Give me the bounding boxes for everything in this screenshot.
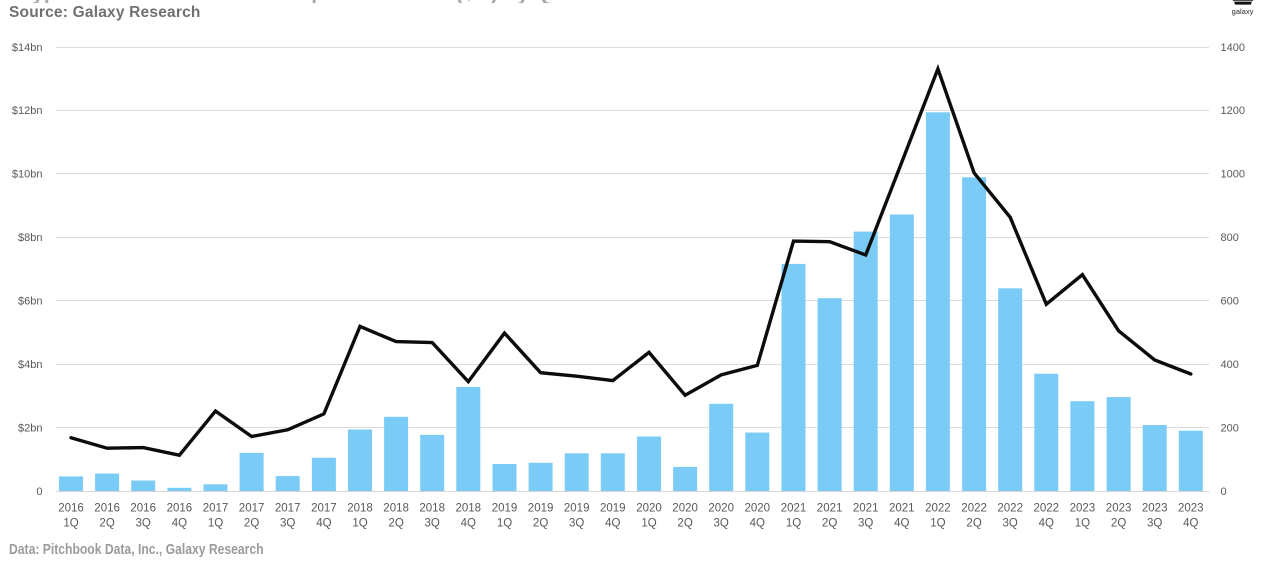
svg-text:2020: 2020 (672, 502, 698, 514)
svg-text:2020: 2020 (708, 502, 734, 514)
svg-text:2023: 2023 (1142, 502, 1168, 514)
svg-text:$10bn: $10bn (12, 169, 43, 181)
svg-text:4Q: 4Q (1039, 518, 1054, 530)
svg-text:3Q: 3Q (280, 518, 295, 530)
svg-text:2Q: 2Q (533, 518, 548, 530)
svg-text:$14bn: $14bn (12, 42, 43, 54)
svg-text:2017: 2017 (203, 502, 229, 514)
svg-text:2021: 2021 (817, 502, 843, 514)
svg-text:200: 200 (1221, 422, 1239, 434)
svg-text:4Q: 4Q (750, 518, 765, 530)
svg-text:2019: 2019 (600, 502, 626, 514)
svg-text:2Q: 2Q (244, 518, 259, 530)
svg-text:3Q: 3Q (1147, 518, 1162, 530)
svg-text:$6bn: $6bn (18, 296, 42, 308)
svg-text:$4bn: $4bn (18, 359, 42, 371)
svg-text:2021: 2021 (889, 502, 915, 514)
svg-text:2017: 2017 (311, 502, 337, 514)
svg-text:0: 0 (1221, 486, 1227, 498)
svg-text:1Q: 1Q (63, 518, 78, 530)
svg-text:1Q: 1Q (352, 518, 367, 530)
svg-text:2023: 2023 (1106, 502, 1132, 514)
svg-text:1Q: 1Q (208, 518, 223, 530)
svg-text:1200: 1200 (1221, 105, 1245, 117)
svg-text:2016: 2016 (58, 502, 84, 514)
svg-text:3Q: 3Q (569, 518, 584, 530)
svg-text:1Q: 1Q (497, 518, 512, 530)
svg-text:2Q: 2Q (822, 518, 837, 530)
svg-text:2018: 2018 (456, 502, 482, 514)
svg-text:2Q: 2Q (99, 518, 114, 530)
svg-text:2019: 2019 (564, 502, 590, 514)
svg-text:3Q: 3Q (858, 518, 873, 530)
svg-text:400: 400 (1221, 359, 1239, 371)
svg-text:3Q: 3Q (425, 518, 440, 530)
svg-text:$12bn: $12bn (12, 105, 43, 117)
svg-text:2017: 2017 (275, 502, 301, 514)
svg-text:4Q: 4Q (172, 518, 187, 530)
svg-text:600: 600 (1221, 296, 1239, 308)
svg-text:1Q: 1Q (930, 518, 945, 530)
svg-text:2021: 2021 (781, 502, 807, 514)
svg-text:2019: 2019 (528, 502, 554, 514)
svg-text:1Q: 1Q (786, 518, 801, 530)
svg-text:2018: 2018 (419, 502, 445, 514)
svg-text:2016: 2016 (94, 502, 120, 514)
svg-text:3Q: 3Q (1003, 518, 1018, 530)
svg-text:2016: 2016 (167, 502, 193, 514)
svg-text:2022: 2022 (1034, 502, 1060, 514)
svg-text:2020: 2020 (745, 502, 771, 514)
svg-text:2019: 2019 (492, 502, 518, 514)
svg-text:800: 800 (1221, 232, 1239, 244)
svg-text:3Q: 3Q (714, 518, 729, 530)
svg-text:2023: 2023 (1070, 502, 1096, 514)
svg-text:3Q: 3Q (136, 518, 151, 530)
svg-text:1Q: 1Q (641, 518, 656, 530)
svg-text:1000: 1000 (1221, 169, 1245, 181)
svg-text:2016: 2016 (130, 502, 156, 514)
svg-text:2023: 2023 (1178, 502, 1204, 514)
svg-text:4Q: 4Q (894, 518, 909, 530)
svg-text:1Q: 1Q (1075, 518, 1090, 530)
svg-text:2Q: 2Q (388, 518, 403, 530)
svg-text:1400: 1400 (1221, 42, 1245, 54)
svg-text:2Q: 2Q (1111, 518, 1126, 530)
svg-text:2021: 2021 (853, 502, 879, 514)
svg-text:0: 0 (36, 486, 42, 498)
svg-text:$8bn: $8bn (18, 232, 42, 244)
svg-text:2022: 2022 (997, 502, 1023, 514)
svg-text:2Q: 2Q (966, 518, 981, 530)
svg-text:4Q: 4Q (316, 518, 331, 530)
svg-text:2022: 2022 (961, 502, 987, 514)
svg-text:4Q: 4Q (1183, 518, 1198, 530)
svg-text:2022: 2022 (925, 502, 951, 514)
svg-text:2018: 2018 (383, 502, 409, 514)
svg-text:2Q: 2Q (677, 518, 692, 530)
svg-text:$2bn: $2bn (18, 422, 42, 434)
svg-text:2020: 2020 (636, 502, 662, 514)
svg-text:4Q: 4Q (605, 518, 620, 530)
svg-text:2018: 2018 (347, 502, 373, 514)
svg-text:4Q: 4Q (461, 518, 476, 530)
svg-text:2017: 2017 (239, 502, 265, 514)
